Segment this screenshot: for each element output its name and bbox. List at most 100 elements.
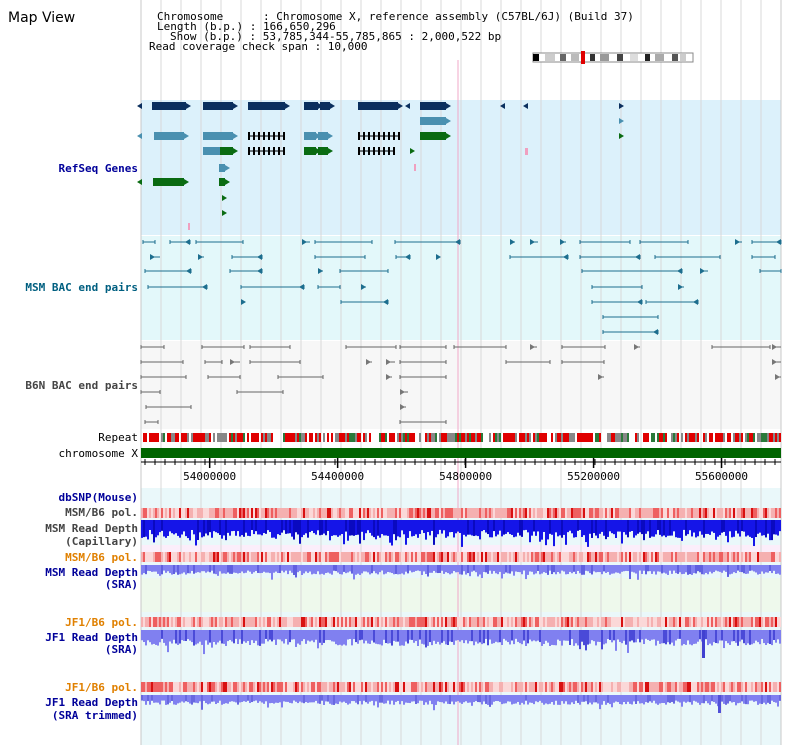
depth-bar [637, 695, 639, 702]
pol-heat-cell [675, 508, 677, 518]
repeat-element [685, 433, 687, 442]
repeat-element [433, 433, 435, 442]
depth-bar [711, 695, 713, 702]
pol-heat-cell [593, 617, 595, 627]
gene-feature [304, 132, 316, 140]
track-label-refseq[interactable]: RefSeq Genes [58, 162, 138, 175]
depth-bar [565, 630, 567, 641]
pol-heat-cell [401, 617, 403, 627]
bac-end-arrow [257, 254, 262, 260]
depth-bar [253, 565, 255, 573]
depth-bar [297, 695, 299, 704]
pol-heat-cell [407, 552, 409, 562]
chromosome-bar [141, 448, 781, 458]
depth-bar [733, 520, 735, 537]
depth-bar [345, 565, 347, 574]
gene-exon [368, 147, 370, 155]
pol-heat-cell [761, 552, 763, 562]
depth-bar [579, 565, 581, 574]
track-label-msm-bac[interactable]: MSM BAC end pairs [25, 281, 138, 294]
pol-heat-cell [227, 682, 229, 692]
pol-heat-cell [237, 552, 239, 562]
track-label-jf1-b6-pol-1[interactable]: JF1/B6 pol. [65, 616, 138, 629]
repeat-element [677, 433, 679, 442]
pol-heat-cell [495, 682, 497, 692]
depth-bar [465, 695, 467, 702]
depth-bar [323, 565, 325, 575]
track-label-jf1-depth-trimmed[interactable]: JF1 Read Depth [45, 696, 138, 709]
repeat-element [153, 433, 155, 442]
depth-bar [225, 565, 227, 574]
msm-bac-pairs[interactable] [142, 239, 782, 335]
pol-heat-cell [141, 682, 143, 692]
depth-bar [731, 630, 733, 642]
repeat-element [309, 433, 311, 442]
pol-heat-cell [749, 682, 751, 692]
chromosome-ideogram[interactable] [532, 51, 694, 64]
depth-bar [753, 520, 755, 547]
track-label-msm-depth-capillary[interactable]: MSM Read Depth [45, 522, 138, 535]
depth-bar [363, 520, 365, 541]
pol-heat-cell [699, 617, 701, 627]
pol-heat-cell [299, 682, 301, 692]
pol-heat-cell [157, 682, 159, 692]
track-label-b6n-bac[interactable]: B6N BAC end pairs [25, 379, 138, 392]
pol-heat-cell [155, 552, 157, 562]
pol-heat-cell [703, 508, 705, 518]
repeat-element [675, 433, 677, 442]
track-label-jf1-b6-pol-2[interactable]: JF1/B6 pol. [65, 681, 138, 694]
bac-end-arrow [202, 284, 207, 290]
track-label-dbsnp[interactable]: dbSNP(Mouse) [58, 491, 138, 504]
pol-heat-cell [159, 552, 161, 562]
depth-bar [285, 695, 287, 702]
pol-heat-cell [243, 552, 245, 562]
depth-bar [549, 695, 551, 704]
depth-bar [741, 520, 743, 532]
pol-heat-cell [555, 552, 557, 562]
refseq-gene-features[interactable] [137, 102, 624, 230]
depth-bar [411, 520, 413, 537]
depth-bar [243, 565, 245, 574]
repeat-element [331, 433, 333, 442]
pol-heat-cell [615, 508, 617, 518]
depth-bar [261, 565, 263, 573]
depth-bar [679, 520, 681, 538]
pol-heat-cell [167, 508, 169, 518]
pol-heat-cell [559, 508, 561, 518]
pol-heat-cell [757, 617, 759, 627]
gene-exon [358, 147, 360, 155]
depth-bar [683, 520, 685, 530]
depth-bar [213, 565, 215, 574]
track-label-jf1-depth-sra[interactable]: JF1 Read Depth [45, 631, 138, 644]
pol-heat-cell [165, 682, 167, 692]
depth-bar [151, 695, 153, 701]
pol-heat-cell [159, 508, 161, 518]
depth-bar [625, 520, 627, 535]
track-label-msm-b6-pol-1[interactable]: MSM/B6 pol. [65, 506, 138, 519]
pol-heat-cell [487, 508, 489, 518]
pol-heat-cell [311, 508, 313, 518]
b6n-bac-pairs[interactable] [140, 344, 781, 424]
depth-bar [209, 630, 211, 643]
depth-bar [239, 520, 241, 537]
page-title: Map View [8, 10, 76, 26]
depth-bar [537, 520, 539, 532]
depth-bar [219, 520, 221, 535]
depth-bar [613, 630, 615, 641]
pol-heat-cell [499, 617, 501, 627]
depth-bar [447, 630, 449, 645]
depth-bar [327, 565, 329, 573]
track-label-msm-b6-pol-2[interactable]: MSM/B6 pol. [65, 551, 138, 564]
gene-strand-arrow [222, 210, 227, 216]
ideogram-band [630, 54, 638, 61]
pol-heat-cell [289, 508, 291, 518]
depth-bar [143, 520, 145, 538]
depth-bar [421, 630, 423, 644]
depth-bar [619, 695, 621, 705]
track-label-msm-depth-sra[interactable]: MSM Read Depth [45, 566, 138, 579]
pol-heat-cell [163, 508, 165, 518]
depth-bar [489, 520, 491, 538]
depth-bar [409, 565, 411, 571]
bac-end-arrow [598, 374, 603, 380]
